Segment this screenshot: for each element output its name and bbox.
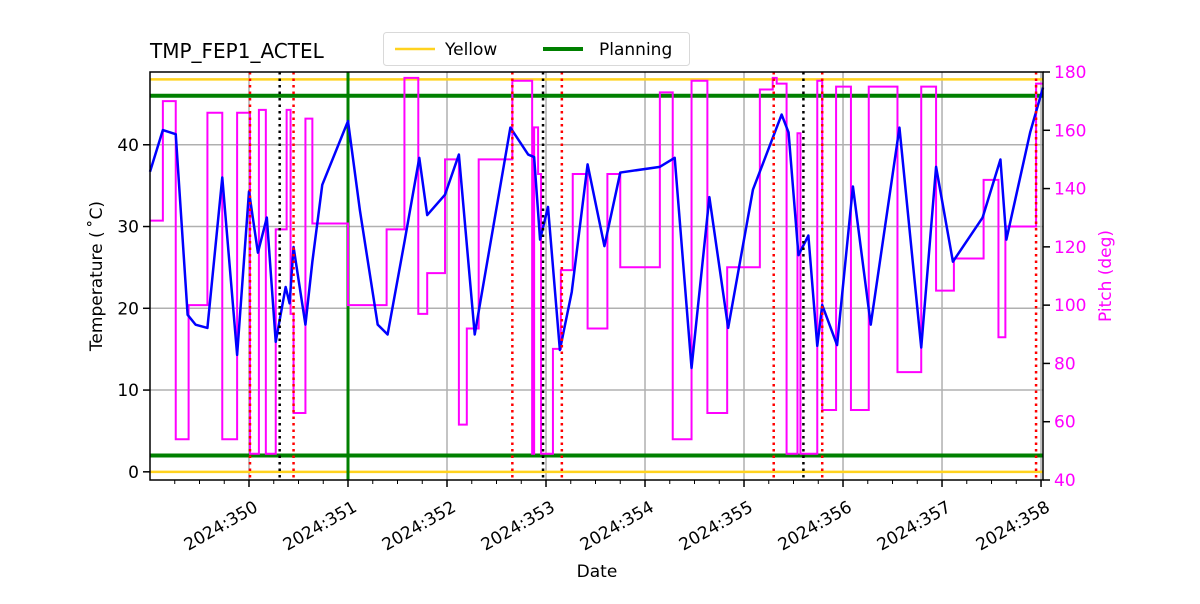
- temperature-series: [148, 87, 1045, 370]
- x-axis-label: Date: [577, 562, 618, 582]
- x-tick-label: 2024:353: [478, 497, 559, 555]
- y2-tick-label: 160: [1054, 121, 1086, 141]
- plot-area: 2024:350 2024:351 2024:352 2024:353 2024:354…: [117, 63, 1086, 555]
- y-tick-label: 0: [128, 463, 139, 483]
- x-tick-label: 2024:352: [379, 497, 460, 555]
- y2-tick-label: 140: [1054, 180, 1086, 200]
- x-tick-label: 2024:355: [676, 497, 757, 555]
- pitch-series: [150, 76, 1043, 455]
- y-axis-label: Temperature ( ˚C): [86, 201, 107, 352]
- y2-tick-label: 100: [1054, 296, 1086, 316]
- y2-tick-label: 120: [1054, 238, 1086, 258]
- y2-tick-label: 40: [1054, 471, 1076, 491]
- y2-axis-label: Pitch (deg): [1096, 230, 1116, 322]
- legend-label-planning: Planning: [599, 40, 672, 60]
- x-tick-label: 2024:351: [280, 497, 361, 555]
- x-tick-label: 2024:350: [181, 497, 262, 555]
- legend: Yellow Planning: [383, 32, 690, 66]
- y-tick-label: 20: [117, 299, 139, 319]
- y-tick-label: 10: [117, 381, 139, 401]
- x-tick-label: 2024:358: [973, 497, 1054, 555]
- y2-tick-label: 80: [1054, 354, 1076, 374]
- chart-title: TMP_FEP1_ACTEL: [149, 39, 325, 63]
- x-tick-label: 2024:357: [874, 497, 955, 555]
- x-tick-label: 2024:356: [775, 497, 856, 555]
- x-tick-label: 2024:354: [577, 497, 658, 555]
- legend-box: [383, 32, 690, 66]
- y-tick-label: 40: [117, 136, 139, 156]
- y2-tick-label: 180: [1054, 63, 1086, 83]
- plot-frame: [149, 71, 1044, 481]
- y-tick-label: 30: [117, 218, 139, 238]
- legend-label-yellow: Yellow: [444, 40, 497, 60]
- y2-tick-label: 60: [1054, 413, 1076, 433]
